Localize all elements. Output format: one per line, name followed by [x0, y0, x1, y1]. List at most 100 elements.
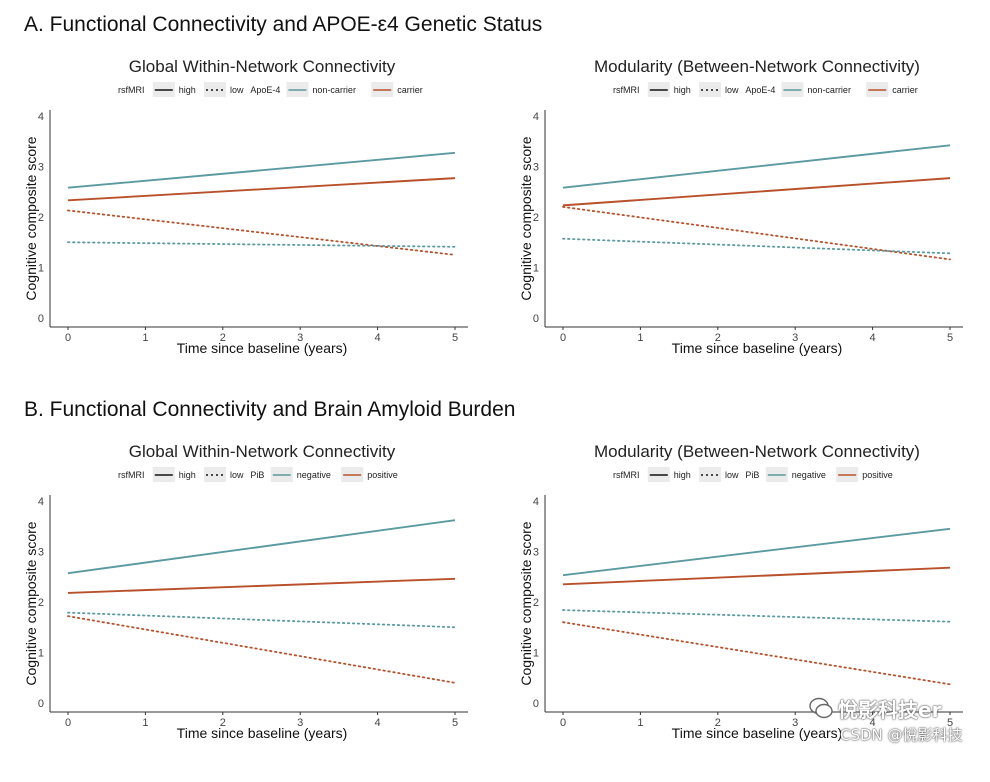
y-tick-label: 3 [38, 547, 44, 559]
series-line-low-carrier [67, 209, 456, 256]
x-tick-label: 5 [947, 717, 953, 729]
y-tick-label: 1 [533, 648, 539, 660]
section-b-title: B. Functional Connectivity and Brain Amy… [24, 398, 516, 421]
legend-low-label: low [725, 85, 739, 95]
legend-factor1-label: rsfMRI [613, 85, 640, 95]
x-tick-label: 0 [560, 332, 566, 344]
series-line-low-positive [67, 615, 456, 684]
y-tick-label: 4 [533, 111, 539, 123]
series-line-high-non-carrier [562, 144, 951, 189]
series-line-low-negative [562, 609, 951, 623]
series-line-low-negative [67, 611, 456, 629]
legend-group2-label: positive [367, 470, 398, 480]
wechat-logo-icon [809, 697, 833, 719]
legend-group2-label: carrier [892, 85, 918, 95]
x-tick-label: 3 [297, 717, 303, 729]
x-tick-label: 4 [870, 332, 876, 344]
x-axis-label: Time since baseline (years) [672, 725, 843, 741]
legend-factor1-label: rsfMRI [118, 85, 145, 95]
legend-low-key-bg [204, 467, 226, 482]
x-axis-label: Time since baseline (years) [177, 340, 348, 356]
legend-low-key-bg [699, 467, 721, 482]
legend-group1-label: negative [297, 470, 331, 480]
series-line-low-non-carrier [562, 237, 951, 255]
series-line-high-positive [67, 577, 456, 594]
legend-group1-label: non-carrier [312, 85, 356, 95]
x-tick-label: 3 [792, 717, 798, 729]
series-line-high-negative [67, 519, 456, 575]
section-a-title: A. Functional Connectivity and APOE-ε4 G… [24, 13, 543, 36]
y-tick-label: 0 [533, 313, 539, 325]
chart-panel-a-modularity: Modularity (Between-Network Connectivity… [505, 52, 975, 397]
x-tick-label: 4 [870, 717, 876, 729]
x-tick-label: 4 [375, 717, 381, 729]
chart-title: Global Within-Network Connectivity [129, 57, 396, 76]
y-axis-label: Cognitive composite score [518, 521, 534, 685]
x-tick-label: 0 [560, 717, 566, 729]
y-tick-label: 0 [533, 698, 539, 710]
x-tick-label: 3 [792, 332, 798, 344]
x-tick-label: 2 [715, 332, 721, 344]
y-tick-label: 3 [38, 162, 44, 174]
y-tick-label: 2 [533, 212, 539, 224]
x-tick-label: 5 [452, 717, 458, 729]
legend-group1-label: non-carrier [807, 85, 851, 95]
x-tick-label: 3 [297, 332, 303, 344]
legend-low-key-bg [204, 82, 226, 97]
series-line-high-negative [562, 527, 951, 577]
legend-high-label: high [674, 470, 691, 480]
y-tick-label: 3 [533, 547, 539, 559]
watermark-site: CSDN @悅影科技 [840, 726, 963, 744]
y-axis-label: Cognitive composite score [518, 136, 534, 300]
y-tick-label: 1 [38, 648, 44, 660]
series-line-high-carrier [562, 177, 951, 207]
x-tick-label: 1 [142, 332, 148, 344]
legend-group2-label: carrier [397, 85, 423, 95]
y-axis-label: Cognitive composite score [23, 521, 39, 685]
x-tick-label: 5 [452, 332, 458, 344]
series-line-low-non-carrier [67, 241, 456, 248]
legend-factor1-label: rsfMRI [118, 470, 145, 480]
x-tick-label: 4 [375, 332, 381, 344]
y-tick-label: 2 [38, 212, 44, 224]
x-tick-label: 1 [637, 717, 643, 729]
legend-factor1-label: rsfMRI [613, 470, 640, 480]
legend-factor2-label: ApoE-4 [250, 85, 280, 95]
x-tick-label: 2 [715, 717, 721, 729]
y-tick-label: 1 [38, 263, 44, 275]
legend-high-label: high [179, 85, 196, 95]
y-tick-label: 3 [533, 162, 539, 174]
x-tick-label: 0 [65, 717, 71, 729]
x-axis-label: Time since baseline (years) [672, 340, 843, 356]
series-line-high-positive [562, 566, 951, 586]
legend-low-key-bg [699, 82, 721, 97]
x-axis-label: Time since baseline (years) [177, 725, 348, 741]
legend-low-label: low [725, 470, 739, 480]
legend-high-label: high [179, 470, 196, 480]
x-tick-label: 2 [220, 332, 226, 344]
x-tick-label: 1 [637, 332, 643, 344]
watermark-brand: 悅影科技er [838, 698, 942, 722]
legend-group2-label: positive [862, 470, 893, 480]
y-tick-label: 1 [533, 263, 539, 275]
y-tick-label: 2 [533, 597, 539, 609]
series-line-low-positive [562, 621, 951, 686]
series-line-low-carrier [562, 205, 951, 261]
chart-title: Modularity (Between-Network Connectivity… [594, 57, 920, 76]
chart-title: Global Within-Network Connectivity [129, 442, 396, 461]
chart-panel-b-global: Global Within-Network Connectivity rsfMRI… [10, 437, 480, 782]
legend-high-label: high [674, 85, 691, 95]
y-tick-label: 2 [38, 597, 44, 609]
chart-panel-a-global: Global Within-Network Connectivity rsfMRI… [10, 52, 480, 397]
chart-panel-b-modularity: Modularity (Between-Network Connectivity… [505, 437, 975, 782]
chart-title: Modularity (Between-Network Connectivity… [594, 442, 920, 461]
y-tick-label: 4 [533, 496, 539, 508]
legend-factor2-label: ApoE-4 [745, 85, 775, 95]
y-tick-label: 4 [38, 111, 44, 123]
series-line-high-carrier [67, 177, 456, 202]
legend-factor2-label: PiB [745, 470, 759, 480]
y-axis-label: Cognitive composite score [23, 136, 39, 300]
x-tick-label: 0 [65, 332, 71, 344]
y-tick-label: 0 [38, 698, 44, 710]
y-tick-label: 0 [38, 313, 44, 325]
